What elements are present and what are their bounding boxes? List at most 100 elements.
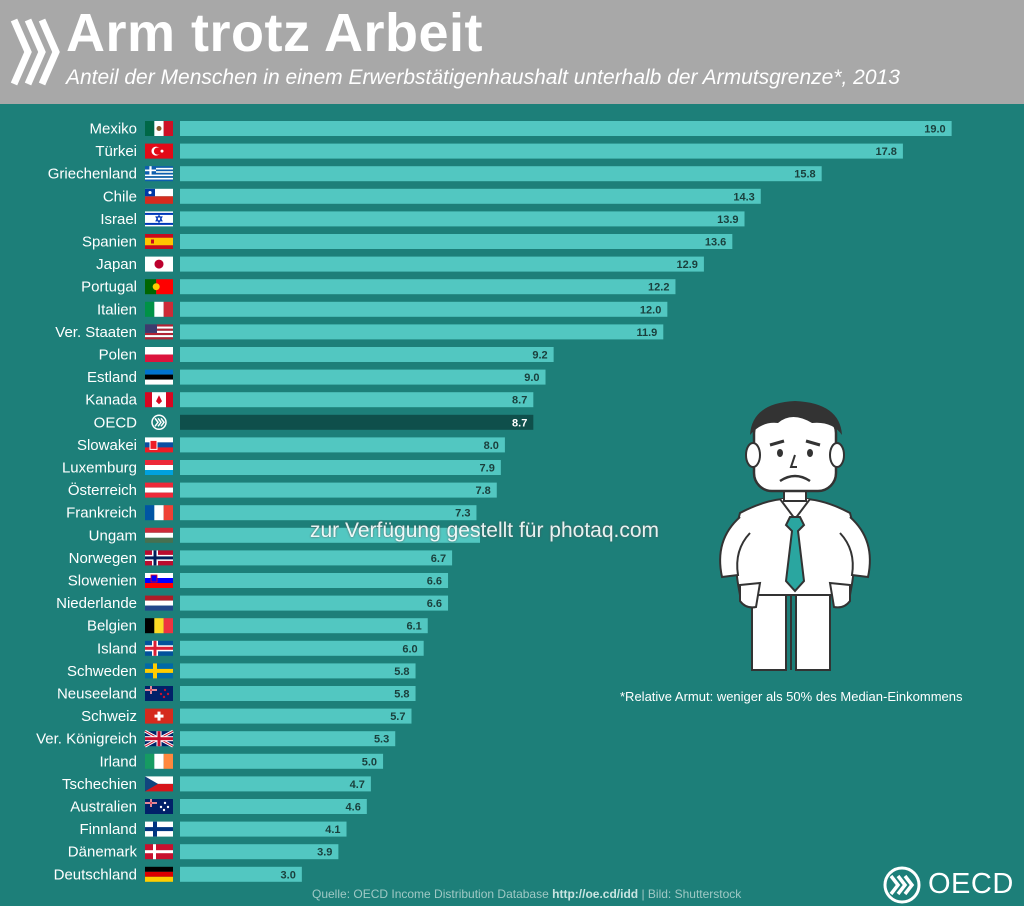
flag-nl-icon bbox=[145, 595, 173, 611]
header: Arm trotz Arbeit Anteil der Menschen in … bbox=[0, 0, 1024, 104]
bar-24 bbox=[180, 663, 416, 679]
bar-26 bbox=[180, 708, 412, 724]
flag-gb-icon bbox=[144, 729, 174, 748]
category-label: Australien bbox=[70, 799, 137, 816]
category-label: OECD bbox=[94, 414, 138, 431]
bar-8 bbox=[180, 301, 668, 317]
bar-17 bbox=[180, 505, 477, 521]
value-label: 14.3 bbox=[733, 191, 754, 203]
category-label: Griechenland bbox=[48, 166, 137, 183]
value-label: 17.8 bbox=[875, 146, 896, 158]
flag-ca-icon bbox=[145, 392, 173, 408]
flag-se-icon bbox=[145, 663, 173, 679]
flag-fr-icon bbox=[145, 505, 173, 521]
flag-fi-icon bbox=[145, 821, 173, 837]
flag-no-icon bbox=[145, 550, 173, 566]
bar-0 bbox=[180, 121, 952, 136]
value-label: 13.9 bbox=[717, 214, 738, 226]
flag-it-icon bbox=[145, 301, 173, 317]
bar-27 bbox=[180, 731, 396, 747]
category-label: Norwegen bbox=[69, 550, 137, 567]
bar-20 bbox=[180, 573, 449, 588]
category-label: Polen bbox=[99, 347, 137, 364]
flag-cl-icon bbox=[145, 188, 173, 204]
category-label: Israel bbox=[100, 211, 137, 228]
oecd-logo-text: OECD bbox=[928, 868, 1014, 900]
value-label: 7.9 bbox=[480, 463, 495, 475]
value-label: 12.9 bbox=[676, 259, 697, 271]
source-suffix: | Bild: Shutterstock bbox=[641, 887, 742, 901]
value-label: 6.7 bbox=[431, 553, 446, 565]
category-label: Türkei bbox=[95, 143, 137, 160]
flag-hu-icon bbox=[145, 527, 173, 543]
category-label: Italien bbox=[97, 301, 137, 318]
category-label: Japan bbox=[96, 256, 137, 273]
bar-31 bbox=[180, 821, 347, 837]
page-subtitle: Anteil der Menschen in einem Erwerbstäti… bbox=[66, 66, 900, 89]
value-label: 6.0 bbox=[402, 643, 417, 655]
flag-es-icon bbox=[145, 234, 173, 249]
bar-14 bbox=[180, 437, 505, 453]
value-label: 8.7 bbox=[512, 395, 527, 407]
category-label: Slowakei bbox=[77, 437, 137, 454]
bar-33 bbox=[180, 866, 302, 882]
value-label: 5.8 bbox=[394, 689, 409, 701]
category-label: Luxemburg bbox=[62, 460, 137, 477]
flag-tr-icon bbox=[145, 143, 173, 159]
bar-21 bbox=[180, 595, 449, 611]
bar-4 bbox=[180, 211, 745, 227]
flag-ch-icon bbox=[145, 708, 173, 724]
value-label: 4.6 bbox=[346, 802, 361, 814]
bar-13 bbox=[180, 414, 534, 430]
value-label: 6.6 bbox=[427, 598, 442, 610]
flag-be-icon bbox=[145, 618, 173, 634]
flag-oecd-icon bbox=[151, 414, 167, 431]
bar-18 bbox=[180, 527, 480, 543]
flag-gr-icon bbox=[145, 166, 173, 182]
value-label: 7.3 bbox=[455, 508, 470, 520]
bar-25 bbox=[180, 686, 416, 701]
footnote: *Relative Armut: weniger als 50% des Med… bbox=[620, 689, 963, 704]
category-label: Österreich bbox=[68, 481, 137, 499]
category-label: Finnland bbox=[79, 821, 137, 838]
flag-ie-icon bbox=[145, 753, 173, 769]
category-label: Schweiz bbox=[81, 708, 137, 725]
value-label: 15.8 bbox=[794, 169, 815, 181]
bar-19 bbox=[180, 550, 453, 566]
category-label: Kanada bbox=[85, 392, 137, 409]
flag-pt-icon bbox=[145, 279, 173, 295]
flag-is-icon bbox=[145, 640, 173, 656]
flag-mx-icon bbox=[145, 121, 173, 136]
category-label: Niederlande bbox=[56, 595, 137, 612]
source-prefix: Quelle: OECD Income Distribution Databas… bbox=[312, 887, 549, 901]
bar-16 bbox=[180, 482, 497, 498]
value-label: 3.9 bbox=[317, 847, 332, 859]
bar-29 bbox=[180, 776, 371, 792]
value-label: 4.7 bbox=[350, 779, 365, 791]
value-label: 9.0 bbox=[524, 372, 539, 384]
oecd-chevrons-icon bbox=[10, 18, 60, 86]
category-label: Island bbox=[97, 640, 137, 657]
category-label: Deutschland bbox=[54, 866, 137, 883]
value-label: 4.1 bbox=[325, 824, 340, 836]
value-label: 5.7 bbox=[390, 711, 405, 723]
source-line: Quelle: OECD Income Distribution Databas… bbox=[312, 887, 741, 901]
sad-man-empty-pockets-illustration bbox=[719, 401, 871, 671]
bar-15 bbox=[180, 460, 501, 475]
bar-2 bbox=[180, 166, 822, 182]
category-label: Tschechien bbox=[62, 776, 137, 793]
bar-7 bbox=[180, 279, 676, 295]
bar-6 bbox=[180, 256, 704, 272]
bar-32 bbox=[180, 844, 339, 860]
category-label: Irland bbox=[99, 753, 137, 770]
value-label: 5.3 bbox=[374, 734, 389, 746]
watermark-text: zur Verfügung gestellt für photaq.com bbox=[310, 519, 660, 542]
source-link[interactable]: http://oe.cd/idd bbox=[552, 887, 639, 901]
flag-dk-icon bbox=[145, 844, 173, 860]
bar-9 bbox=[180, 324, 664, 340]
flag-at-icon bbox=[145, 482, 173, 498]
value-label: 9.2 bbox=[532, 350, 547, 362]
bar-5 bbox=[180, 234, 733, 249]
value-label: 11.9 bbox=[636, 327, 657, 339]
category-label: Ungam bbox=[89, 527, 137, 544]
